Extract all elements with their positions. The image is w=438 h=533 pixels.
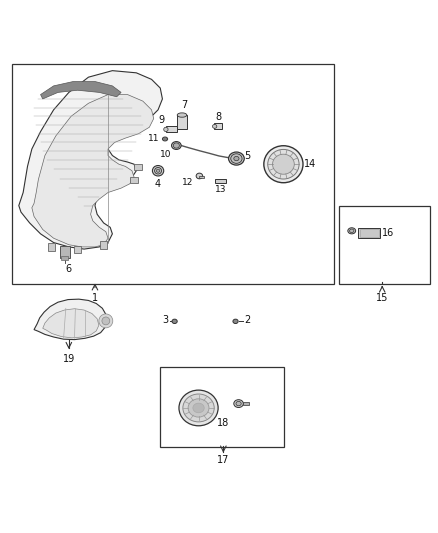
Bar — [214, 123, 223, 129]
Text: 14: 14 — [304, 159, 316, 169]
Ellipse shape — [173, 143, 180, 148]
Bar — [358, 228, 380, 238]
Ellipse shape — [233, 319, 238, 324]
Bar — [60, 246, 70, 258]
Ellipse shape — [155, 167, 162, 174]
Bar — [198, 176, 204, 178]
Text: 9: 9 — [158, 115, 164, 125]
Bar — [61, 256, 68, 260]
Text: 15: 15 — [376, 293, 389, 303]
Ellipse shape — [177, 113, 187, 117]
Ellipse shape — [231, 154, 242, 163]
Text: 2: 2 — [244, 315, 251, 325]
Ellipse shape — [183, 394, 214, 422]
Ellipse shape — [156, 169, 160, 172]
Text: 3: 3 — [162, 315, 168, 325]
Polygon shape — [32, 94, 154, 247]
Bar — [243, 402, 249, 405]
Text: 8: 8 — [215, 112, 221, 122]
Ellipse shape — [172, 319, 177, 324]
Ellipse shape — [350, 229, 354, 232]
Text: 7: 7 — [181, 100, 187, 110]
Polygon shape — [41, 82, 121, 99]
Ellipse shape — [164, 127, 168, 132]
Bar — [339, 206, 430, 284]
Ellipse shape — [234, 400, 244, 408]
Bar — [134, 164, 142, 170]
Bar — [177, 115, 187, 129]
Ellipse shape — [348, 228, 356, 234]
Text: 11: 11 — [148, 134, 159, 143]
Polygon shape — [19, 71, 162, 249]
Bar — [166, 126, 177, 133]
Bar — [215, 179, 226, 182]
Ellipse shape — [264, 146, 303, 183]
Circle shape — [102, 317, 110, 325]
Polygon shape — [43, 309, 99, 338]
Ellipse shape — [268, 149, 299, 179]
Bar — [360, 229, 379, 237]
Text: 17: 17 — [217, 455, 230, 465]
Text: 12: 12 — [181, 178, 193, 187]
Bar — [48, 244, 55, 251]
Ellipse shape — [152, 166, 164, 176]
Ellipse shape — [212, 124, 217, 128]
Text: 16: 16 — [382, 228, 394, 238]
Text: 1: 1 — [92, 293, 98, 303]
Ellipse shape — [234, 156, 239, 161]
Bar — [160, 367, 284, 447]
Text: 18: 18 — [217, 418, 230, 428]
Text: 19: 19 — [63, 354, 75, 365]
Ellipse shape — [272, 154, 294, 174]
Ellipse shape — [164, 138, 166, 140]
Ellipse shape — [162, 137, 168, 141]
Bar — [12, 64, 334, 284]
Ellipse shape — [229, 152, 244, 165]
Ellipse shape — [236, 401, 241, 406]
Ellipse shape — [188, 399, 209, 417]
Bar — [130, 177, 138, 183]
Circle shape — [99, 314, 113, 328]
Ellipse shape — [193, 403, 204, 413]
Text: 5: 5 — [245, 150, 251, 160]
Text: 6: 6 — [66, 264, 72, 274]
Text: 13: 13 — [215, 184, 226, 193]
Text: 4: 4 — [155, 179, 161, 189]
Ellipse shape — [196, 173, 203, 179]
Ellipse shape — [179, 390, 218, 426]
Bar — [74, 246, 81, 254]
Bar — [100, 241, 107, 249]
Ellipse shape — [172, 142, 181, 149]
Polygon shape — [34, 299, 107, 340]
Text: 10: 10 — [159, 150, 171, 159]
